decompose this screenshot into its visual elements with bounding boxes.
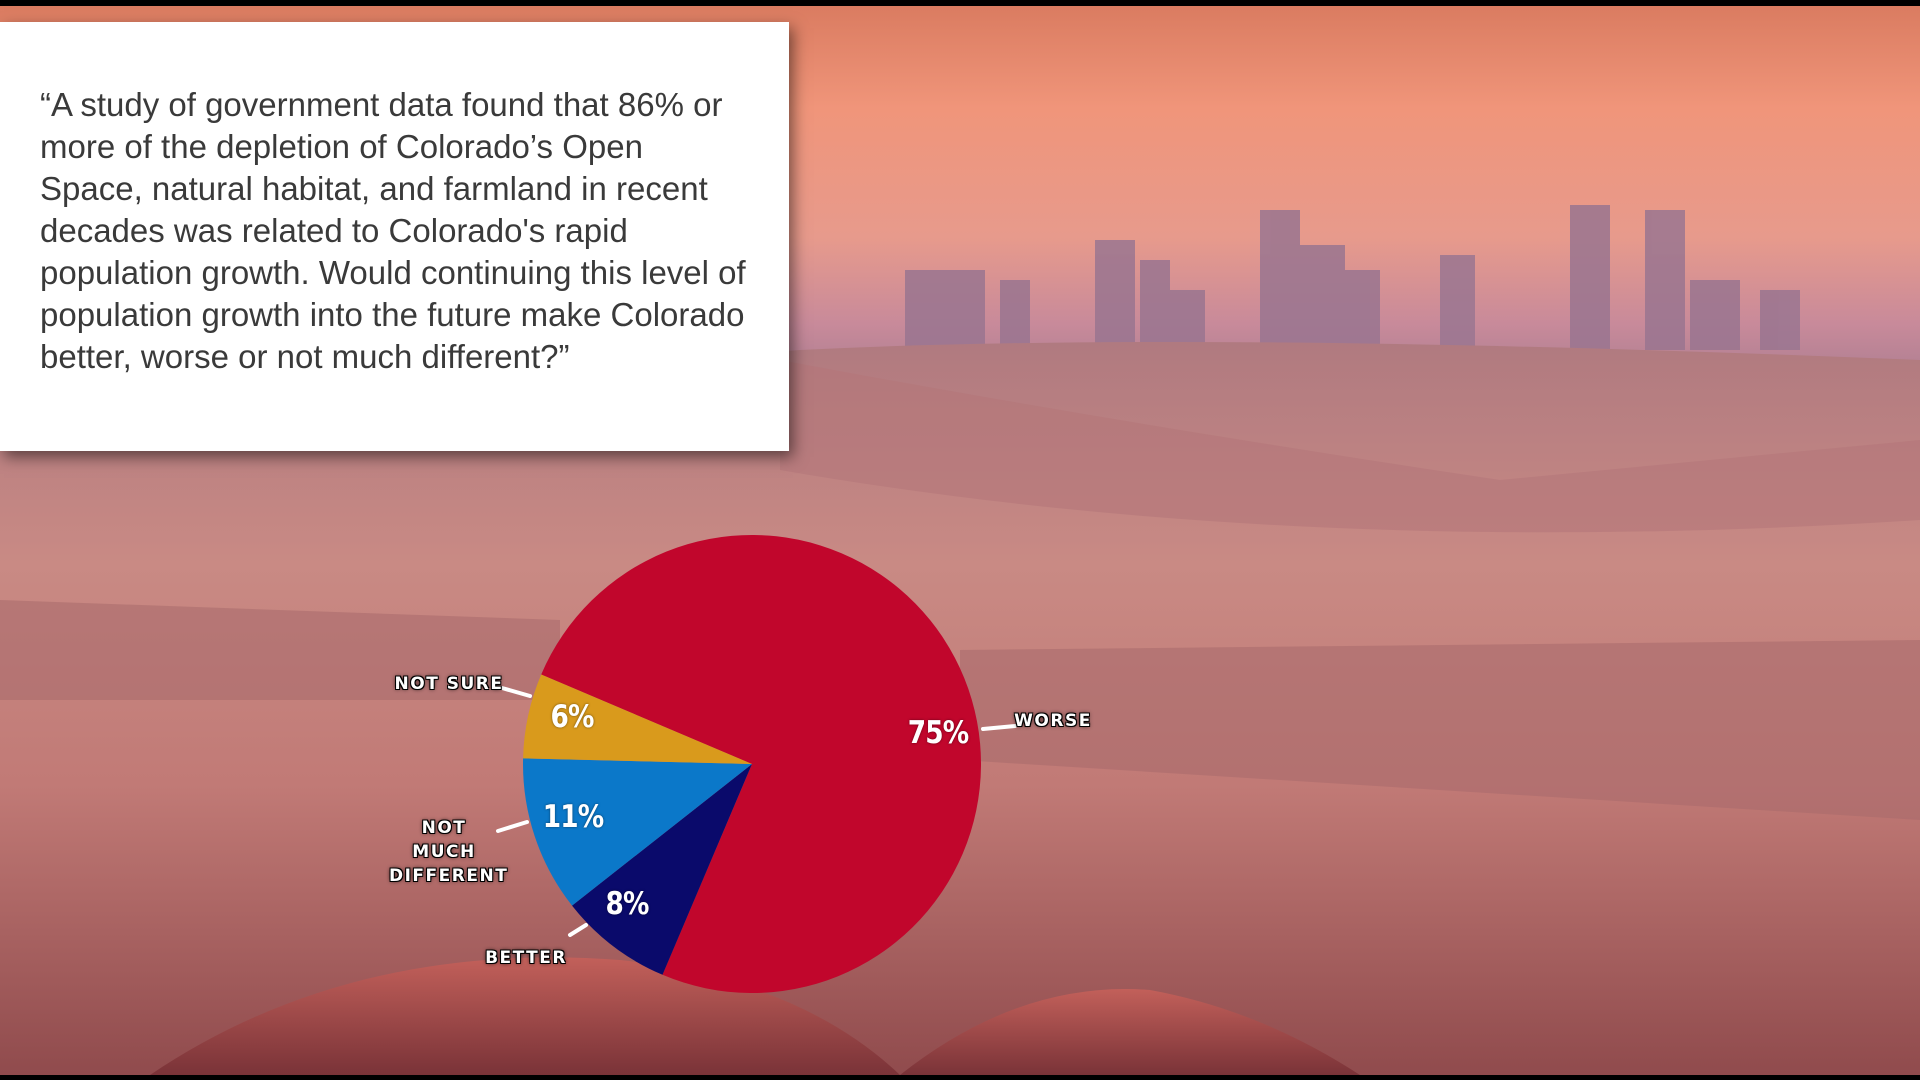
red-rock bbox=[900, 989, 1360, 1075]
category-label: WORSE bbox=[1014, 711, 1092, 731]
category-label: BETTER bbox=[485, 948, 567, 968]
value-label: 75% bbox=[907, 715, 969, 751]
skyline bbox=[905, 205, 1800, 350]
leader-line bbox=[496, 820, 529, 833]
category-label: NOT SURE bbox=[394, 674, 504, 694]
category-label: NOT MUCH DIFFERENT bbox=[389, 818, 509, 886]
pie-slice bbox=[541, 535, 981, 993]
top-border bbox=[0, 0, 1920, 6]
value-label: 6% bbox=[550, 699, 594, 735]
pie-slice bbox=[523, 758, 752, 906]
value-label: 8% bbox=[605, 886, 649, 922]
leader-line bbox=[981, 724, 1017, 731]
value-label: 11% bbox=[542, 799, 604, 835]
pie-slice bbox=[523, 674, 752, 764]
bottom-border bbox=[0, 1075, 1920, 1080]
quote-box: “A study of government data found that 8… bbox=[0, 22, 789, 451]
leader-line bbox=[500, 686, 532, 698]
pie-slice bbox=[572, 764, 752, 975]
leader-line bbox=[568, 923, 588, 937]
ridge bbox=[780, 360, 1920, 533]
quote-text: “A study of government data found that 8… bbox=[40, 86, 746, 375]
